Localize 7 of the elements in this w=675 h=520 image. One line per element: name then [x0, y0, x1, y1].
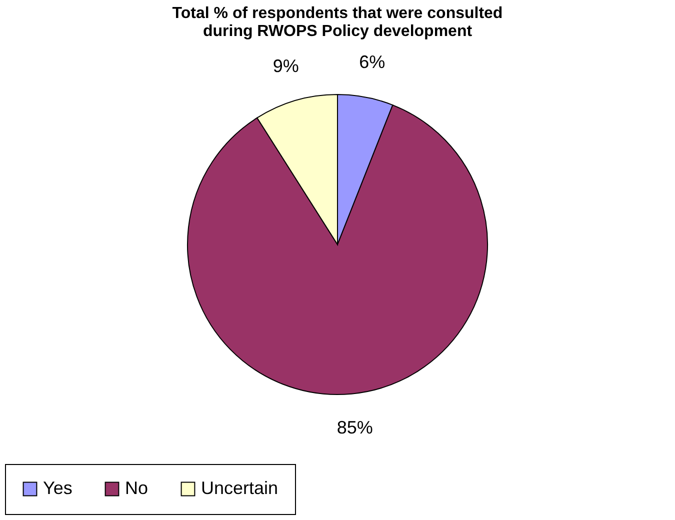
legend-label: Yes: [43, 478, 72, 498]
chart-title: Total % of respondents that were consulted during RWOPS Policy development: [172, 5, 503, 40]
data-label: 85%: [336, 418, 373, 438]
legend-label: Uncertain: [201, 478, 278, 498]
legend-label: No: [125, 478, 148, 498]
data-label: 9%: [272, 56, 299, 76]
data-label: 6%: [359, 52, 386, 72]
